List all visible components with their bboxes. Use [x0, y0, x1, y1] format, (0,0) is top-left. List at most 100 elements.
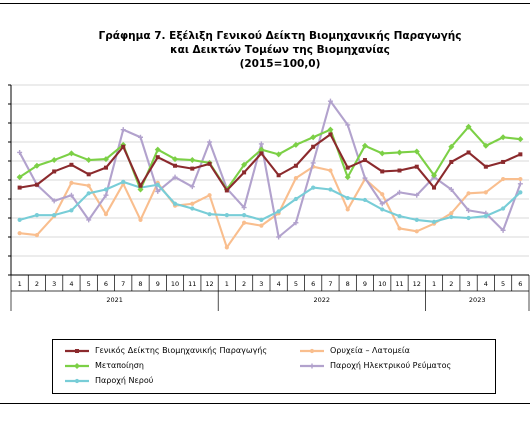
data-point-s0 [380, 169, 385, 174]
data-point-s4 [242, 213, 247, 218]
legend-label: Παροχή Ηλεκτρικού Ρεύματος [330, 361, 452, 370]
data-point-s1 [397, 226, 402, 231]
data-point-s4 [397, 214, 402, 219]
data-point-s3 [189, 184, 195, 190]
data-point-s1 [293, 176, 298, 181]
data-point-s2 [500, 134, 507, 141]
data-point-s3 [466, 207, 472, 213]
data-point-s2 [344, 174, 351, 181]
x-tick-label: 4 [69, 280, 73, 288]
x-tick-label: 8 [346, 280, 350, 288]
data-point-s1 [518, 176, 523, 182]
data-point-s2 [241, 161, 248, 168]
data-point-s2 [327, 126, 334, 133]
x-tick-label: 10 [171, 280, 179, 288]
data-point-s1 [328, 168, 333, 173]
series-line-1 [19, 165, 521, 249]
x-tick-label: 6 [518, 280, 522, 288]
x-tick-label: 9 [156, 280, 160, 288]
data-point-s2 [258, 146, 265, 153]
data-point-s3 [17, 149, 23, 155]
data-point-s4 [17, 217, 22, 222]
x-tick-label: 1 [432, 280, 436, 288]
x-year-label: 2023 [469, 296, 486, 304]
data-point-s0 [103, 165, 108, 170]
data-point-s4 [501, 206, 506, 211]
data-point-s4 [518, 190, 523, 195]
x-year-label: 2021 [106, 296, 123, 304]
x-tick-label: 1 [18, 280, 22, 288]
data-point-s3 [414, 192, 420, 198]
x-tick-label: 4 [277, 280, 281, 288]
data-point-s4 [190, 206, 195, 211]
top-rule [0, 3, 530, 4]
data-point-s4 [86, 191, 91, 196]
data-point-s0 [518, 152, 523, 157]
x-tick-label: 8 [138, 280, 142, 288]
data-point-s4 [328, 187, 333, 192]
data-point-s2 [85, 157, 92, 164]
data-point-s0 [121, 144, 126, 149]
legend-label: Μεταποίηση [95, 361, 144, 370]
data-point-s0 [432, 185, 437, 190]
x-tick-label: 6 [311, 280, 315, 288]
data-point-s3 [345, 122, 351, 128]
data-point-s1 [449, 211, 454, 216]
data-point-s4 [449, 214, 454, 220]
data-point-s1 [69, 180, 74, 185]
x-tick-label: 3 [259, 280, 263, 288]
data-point-s4 [293, 196, 298, 202]
data-point-s1 [190, 201, 195, 206]
data-point-s3 [68, 192, 74, 198]
data-point-s0 [362, 158, 367, 163]
data-point-s4 [345, 195, 350, 201]
data-point-s3 [397, 189, 402, 195]
data-point-s2 [16, 174, 23, 181]
data-point-s2 [33, 162, 40, 169]
data-point-s2 [275, 151, 282, 158]
data-point-s3 [276, 234, 282, 240]
data-point-s3 [362, 175, 368, 181]
data-point-s2 [379, 150, 386, 157]
x-tick-label: 11 [395, 280, 403, 288]
legend-marker [74, 363, 80, 369]
data-point-s4 [362, 197, 368, 203]
data-point-s0 [501, 159, 506, 164]
data-point-s4 [276, 209, 281, 214]
data-point-s0 [293, 163, 298, 168]
data-point-s0 [242, 170, 247, 175]
data-point-s1 [34, 233, 40, 238]
chart-legend: Γενικός Δείκτης Βιομηχανικής Παραγωγής Ορ… [52, 339, 496, 394]
data-point-s1 [483, 190, 488, 195]
line-chart: 1 2 3 4 5 6 7 8 9 10 11 12 1 2 3 4 5 6 7 8 9 10 11 12 1 2 3 4 5 62021… [8, 84, 530, 311]
data-point-s3 [138, 134, 143, 140]
data-point-s0 [138, 183, 143, 188]
x-tick-label: 3 [52, 280, 56, 288]
data-point-s4 [259, 217, 264, 222]
data-point-s2 [172, 156, 179, 163]
legend-swatch [300, 348, 324, 354]
series-line-0 [19, 133, 521, 192]
data-point-s2 [396, 149, 403, 156]
data-point-s0 [276, 173, 281, 178]
x-tick-label: 5 [87, 280, 91, 288]
data-point-s0 [86, 172, 91, 177]
chart-title-line-2: και Δεικτών Τομέων της Βιομηχανίας [170, 44, 390, 56]
data-point-s3 [51, 198, 57, 204]
data-point-s0 [207, 161, 212, 166]
data-point-s1 [224, 245, 229, 250]
data-point-s4 [121, 179, 126, 184]
data-point-s0 [34, 182, 39, 187]
data-point-s2 [68, 150, 75, 157]
legend-swatch [65, 363, 89, 369]
data-point-s2 [51, 157, 58, 164]
data-point-s2 [310, 134, 317, 141]
data-point-s4 [483, 214, 488, 219]
legend-marker [309, 363, 315, 369]
data-point-s2 [448, 143, 455, 150]
x-tick-label: 3 [466, 280, 470, 288]
chart-title-line-3: (2015=100,0) [239, 58, 321, 70]
data-point-s0 [17, 185, 22, 190]
x-tick-label: 5 [294, 280, 298, 288]
